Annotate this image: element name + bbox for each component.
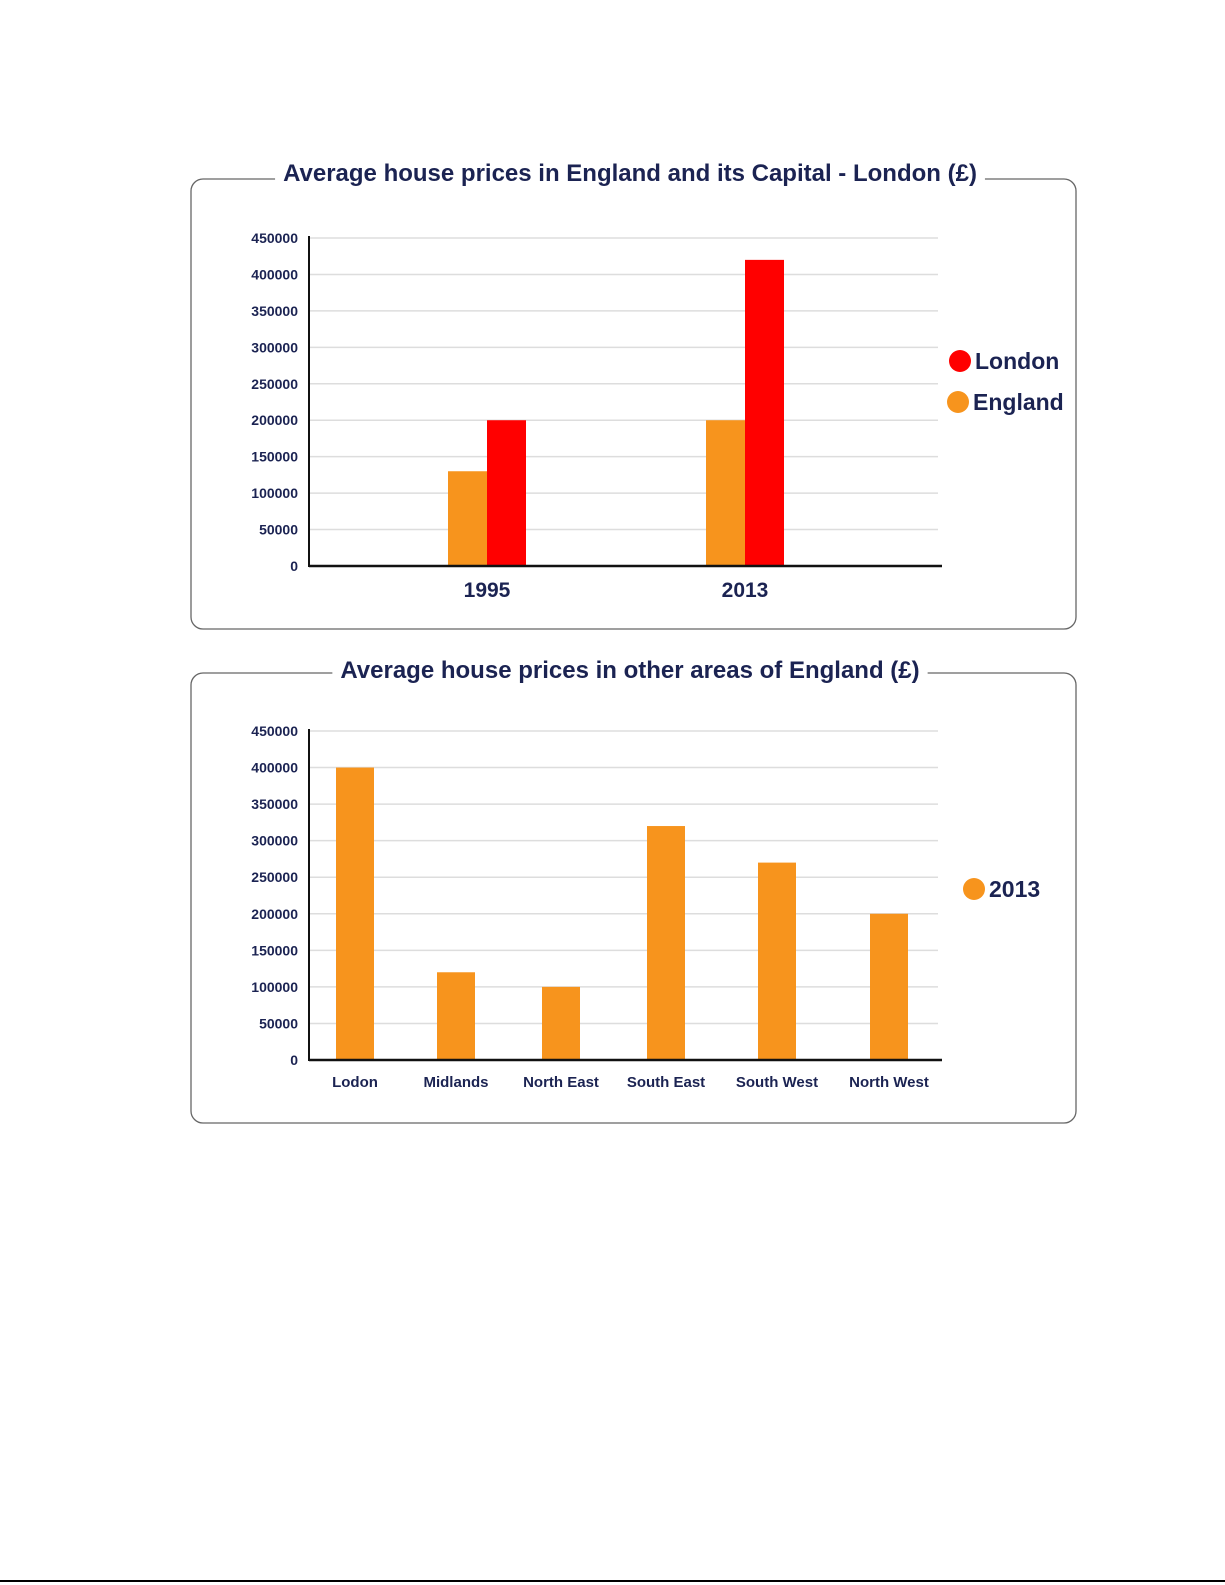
- y-tick-label: 450000: [251, 230, 298, 246]
- bar-england-2013: [706, 420, 745, 566]
- y-tick-label: 400000: [251, 266, 298, 282]
- bar-2013-north-east: [542, 986, 580, 1060]
- y-tick-label: 400000: [251, 760, 298, 776]
- legend-marker-london: [949, 350, 971, 372]
- y-tick-label: 150000: [251, 449, 298, 465]
- bar-2013-midlands: [437, 972, 475, 1060]
- chart-london-vs-england: Average house prices in England and its …: [190, 160, 1077, 630]
- y-tick-label: 200000: [251, 412, 298, 428]
- bar-2013-lodon: [336, 767, 374, 1060]
- chart-other-areas: Average house prices in other areas of E…: [190, 657, 1077, 1124]
- x-tick-label: Lodon: [332, 1074, 378, 1091]
- x-tick-label: 1995: [464, 579, 511, 602]
- x-tick-label: Midlands: [423, 1074, 488, 1091]
- legend-label-england: England: [973, 389, 1064, 415]
- y-tick-label: 350000: [251, 303, 298, 319]
- y-tick-label: 300000: [251, 833, 298, 849]
- legend-marker-2013: [963, 878, 985, 900]
- panel-frame: [190, 672, 1077, 1124]
- y-tick-label: 50000: [259, 522, 298, 538]
- x-tick-label: North West: [849, 1074, 929, 1091]
- bar-2013-south-east: [647, 826, 685, 1060]
- x-tick-label: South West: [736, 1074, 818, 1091]
- title-background: [275, 175, 985, 183]
- y-tick-label: 250000: [251, 376, 298, 392]
- title-background: [332, 669, 928, 677]
- chart-title: Average house prices in other areas of E…: [340, 657, 919, 684]
- chart-title: Average house prices in England and its …: [283, 160, 977, 187]
- panel-frame: [190, 178, 1077, 630]
- y-tick-label: 200000: [251, 906, 298, 922]
- y-tick-label: 50000: [259, 1015, 298, 1031]
- legend-label-london: London: [975, 348, 1059, 374]
- y-tick-label: 450000: [251, 723, 298, 739]
- y-tick-label: 0: [290, 558, 298, 574]
- bar-london-1995: [487, 420, 526, 566]
- y-tick-label: 150000: [251, 942, 298, 958]
- bar-2013-south-west: [758, 862, 796, 1060]
- bar-london-2013: [745, 259, 784, 566]
- legend-label-2013: 2013: [989, 876, 1040, 902]
- bar-2013-north-west: [870, 913, 908, 1060]
- x-tick-label: North East: [523, 1074, 599, 1091]
- x-tick-label: South East: [627, 1074, 705, 1091]
- y-tick-label: 100000: [251, 485, 298, 501]
- y-tick-label: 100000: [251, 979, 298, 995]
- y-tick-label: 0: [290, 1052, 298, 1068]
- legend-marker-england: [947, 391, 969, 413]
- y-tick-label: 250000: [251, 869, 298, 885]
- x-tick-label: 2013: [722, 579, 769, 602]
- bar-england-1995: [448, 471, 487, 566]
- y-tick-label: 350000: [251, 796, 298, 812]
- y-tick-label: 300000: [251, 339, 298, 355]
